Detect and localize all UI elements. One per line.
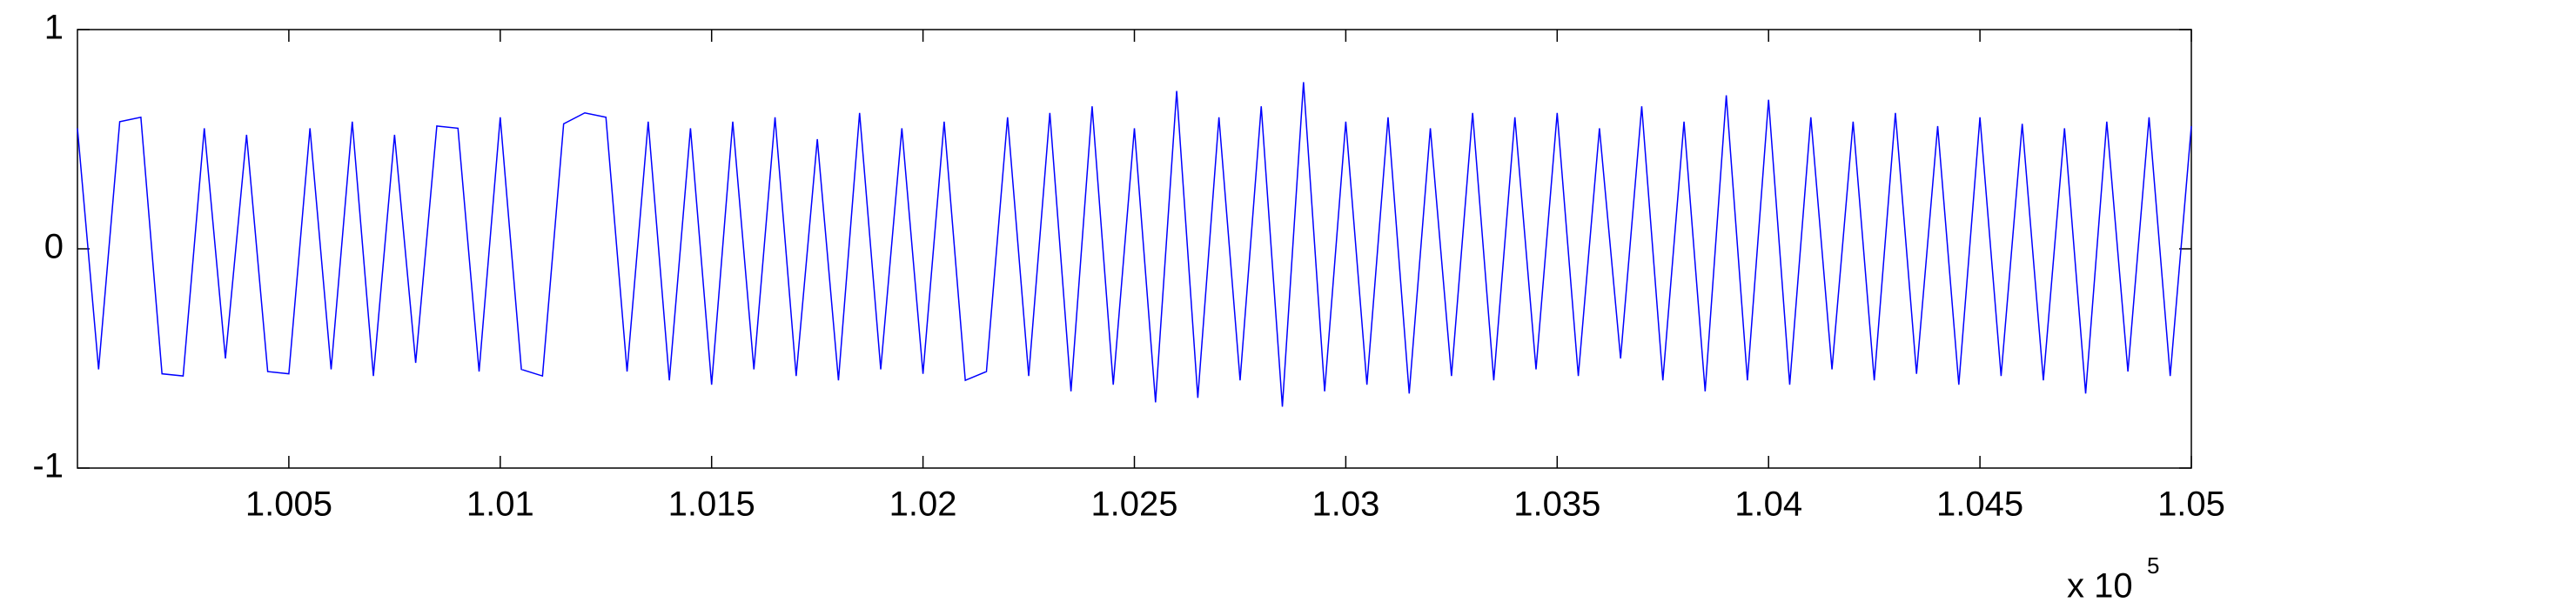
x-multiplier: x 10 (2067, 567, 2133, 606)
x-tick-label: 1.05 (2157, 485, 2225, 524)
y-tick-label: 1 (44, 9, 64, 47)
x-tick-label: 1.04 (1734, 485, 1802, 524)
x-tick-label: 1.02 (889, 485, 957, 524)
x-tick-label: 1.045 (1936, 485, 2023, 524)
x-multiplier-exponent: 5 (2147, 552, 2159, 579)
x-tick-label: 1.025 (1090, 485, 1177, 524)
data-line (77, 82, 2192, 407)
x-tick-label: 1.01 (466, 485, 534, 524)
axes-box (77, 29, 2192, 469)
x-tick-label: 1.005 (245, 485, 332, 524)
x-tick-label: 1.03 (1311, 485, 1379, 524)
y-tick-label: 0 (44, 228, 64, 266)
x-tick-label: 1.015 (668, 485, 755, 524)
y-tick-label: -1 (32, 447, 64, 485)
x-tick-label: 1.035 (1513, 485, 1600, 524)
